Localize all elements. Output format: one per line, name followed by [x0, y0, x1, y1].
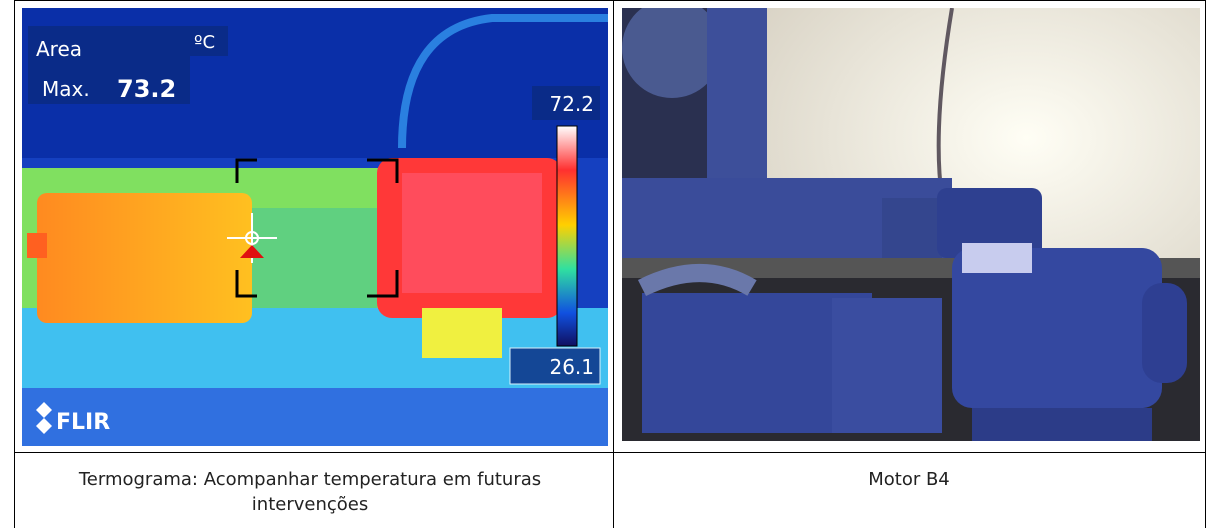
area-label: Area — [36, 37, 82, 61]
max-label: Max. — [42, 77, 90, 101]
unit-label: ºC — [194, 32, 215, 53]
brand-logo: FLIR — [56, 410, 110, 435]
scale-min: 26.1 — [549, 355, 594, 379]
thermal-caption: Termograma: Acompanhar temperatura em fu… — [40, 467, 580, 517]
scale-max: 72.2 — [549, 92, 594, 116]
motor-photo — [622, 8, 1200, 441]
page: Area ºC Max. 73.2 72.2 26.1 FLIR Termogr… — [0, 0, 1211, 528]
row-divider — [14, 452, 1206, 453]
photo-caption: Motor B4 — [614, 467, 1204, 492]
thermal-image: Area ºC Max. 73.2 72.2 26.1 FLIR — [22, 8, 608, 446]
divider — [613, 0, 614, 528]
max-value: 73.2 — [117, 75, 176, 103]
